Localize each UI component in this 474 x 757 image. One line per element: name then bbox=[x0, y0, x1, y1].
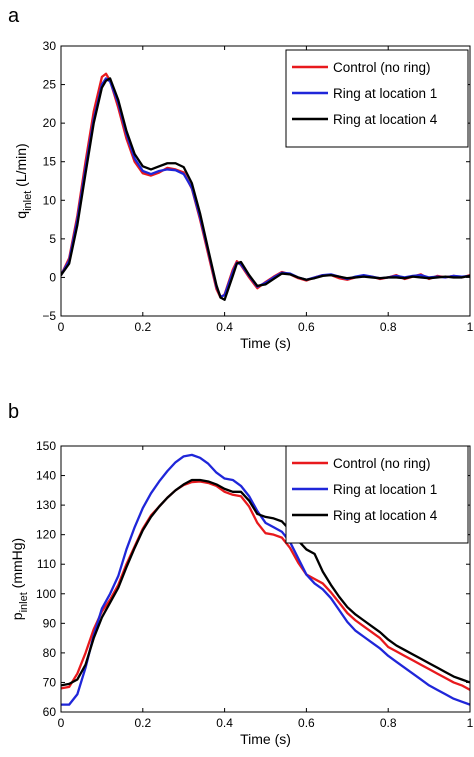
y-axis-label: qinlet (L/min) bbox=[13, 143, 34, 218]
y-tick-label: 60 bbox=[43, 705, 57, 719]
y-tick-label: 80 bbox=[43, 646, 57, 660]
series-line-ring-at-location-4 bbox=[61, 478, 470, 687]
plot-frame bbox=[60, 445, 471, 713]
x-tick-label: 0.2 bbox=[134, 716, 151, 730]
y-tick-label: 150 bbox=[36, 439, 56, 453]
panel-letter: a bbox=[8, 5, 20, 27]
y-axis-label-unit: (L/min) bbox=[13, 143, 29, 190]
series-line-ring-at-location-1 bbox=[61, 453, 470, 706]
x-axis-label: Time (s) bbox=[240, 335, 291, 351]
legend: Control (no ring) Ring at location 1 Ring … bbox=[285, 445, 469, 544]
x-axis-label: Time (s) bbox=[240, 731, 291, 747]
y-tick-label: 120 bbox=[36, 528, 56, 542]
chart-panel-b: b 0 0.2 0.4 0.6 0.8 1 60 70 80 90 100 110 120 130 140 15… bbox=[8, 401, 474, 747]
y-tick-label: 5 bbox=[49, 232, 56, 246]
legend-label: Control (no ring) bbox=[333, 456, 431, 471]
plot-frame bbox=[60, 45, 471, 317]
y-tick-label: 90 bbox=[43, 616, 57, 630]
y-tick-label: 15 bbox=[43, 155, 57, 169]
y-tick-label: 70 bbox=[43, 675, 57, 689]
legend-label: Ring at location 4 bbox=[333, 508, 438, 523]
y-axis-label-subscript: inlet bbox=[18, 592, 30, 612]
x-tick-label: 0.6 bbox=[298, 320, 315, 334]
x-tick-label: 0 bbox=[58, 716, 65, 730]
y-tick-label: 110 bbox=[37, 557, 56, 571]
y-tick-label: −5 bbox=[42, 309, 56, 323]
legend-label: Ring at location 1 bbox=[333, 482, 437, 497]
y-tick-label: 10 bbox=[43, 193, 57, 207]
x-tick-label: 0.6 bbox=[298, 716, 315, 730]
panel-letter: b bbox=[8, 401, 19, 423]
y-tick-label: 0 bbox=[49, 270, 56, 284]
legend-label: Ring at location 4 bbox=[333, 112, 438, 127]
x-tick-label: 0.4 bbox=[216, 320, 233, 334]
legend-label: Control (no ring) bbox=[333, 60, 431, 75]
y-tick-label: 100 bbox=[36, 587, 56, 601]
series-line-ring-at-location-4 bbox=[61, 77, 470, 301]
y-tick-label: 20 bbox=[43, 116, 57, 130]
x-tick-label: 0.2 bbox=[134, 320, 151, 334]
y-axis-label-unit: (mmHg) bbox=[9, 538, 25, 592]
y-tick-label: 140 bbox=[36, 469, 56, 483]
x-tick-label: 0.8 bbox=[380, 320, 397, 334]
x-tick-label: 0.8 bbox=[380, 716, 397, 730]
x-tick-label: 1 bbox=[467, 716, 474, 730]
y-tick-label: 25 bbox=[43, 78, 57, 92]
y-axis-label: pinlet (mmHg) bbox=[9, 538, 30, 620]
y-axis-label-main: p bbox=[9, 612, 25, 620]
x-tick-label: 1 bbox=[467, 320, 474, 334]
legend-label: Ring at location 1 bbox=[333, 86, 437, 101]
y-tick-label: 30 bbox=[43, 39, 57, 53]
x-tick-label: 0 bbox=[58, 320, 65, 334]
y-tick-label: 130 bbox=[36, 498, 56, 512]
x-tick-label: 0.4 bbox=[216, 716, 233, 730]
y-axis-label-subscript: inlet bbox=[22, 191, 34, 211]
legend: Control (no ring) Ring at location 1 Ring … bbox=[285, 49, 469, 148]
y-axis-label-main: q bbox=[13, 211, 29, 219]
